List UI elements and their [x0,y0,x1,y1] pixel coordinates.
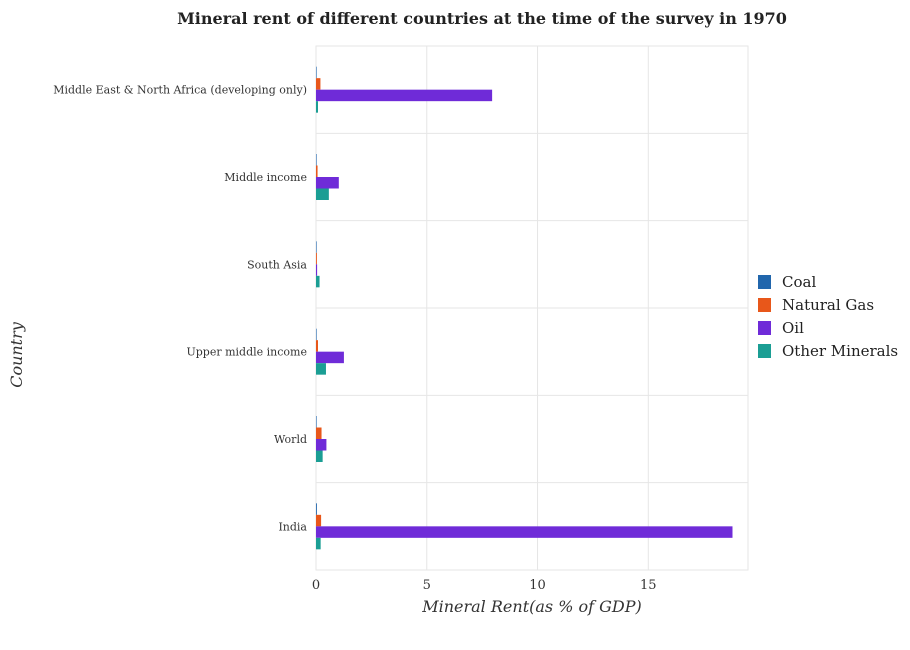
y-tick-label: Upper middle income [186,346,307,359]
x-tick-label: 10 [529,578,546,593]
y-tick-label: Middle East & North Africa (developing o… [53,84,307,97]
legend-swatch [758,321,771,335]
legend-label: Coal [782,273,816,291]
bar-coal [316,416,317,428]
bar-coal [316,328,317,341]
x-tick-label: 5 [423,578,431,593]
x-axis-label: Mineral Rent(as % of GDP) [421,597,642,616]
grid-layer [315,45,749,571]
y-tick-label: World [274,433,307,446]
bar-natural-gas [316,78,321,90]
legend-swatch [758,298,771,312]
y-axis-label: Country [7,321,26,388]
bar-natural-gas [316,514,322,527]
bar-natural-gas [316,427,322,439]
x-tick-label: 0 [312,578,320,593]
bar-coal [316,241,317,253]
bar-oil [316,177,339,189]
bar-natural-gas [316,340,318,352]
y-tick-label: South Asia [247,258,307,271]
bar-other-minerals [316,275,320,288]
legend-swatch [758,275,771,289]
y-tick-labels: Middle East & North Africa (developing o… [53,84,307,534]
legend-label: Other Minerals [782,342,898,360]
bar-oil [316,526,733,538]
x-tick-labels: 0 5 10 15 [312,578,657,593]
legend: Coal Natural Gas Oil Other Minerals [758,273,898,360]
legend-swatch [758,344,771,358]
y-tick-label: India [278,520,307,533]
bar-coal [316,154,317,166]
bar-coal [316,503,317,515]
x-tick-label: 15 [640,578,657,593]
bar-natural-gas [316,165,318,177]
bar-other-minerals [316,537,321,550]
chart-title: Mineral rent of different countries at t… [177,9,787,28]
legend-label: Oil [782,319,804,337]
y-tick-label: Middle income [224,171,307,184]
bar-oil [316,351,344,364]
bar-oil [316,89,493,102]
legend-label: Natural Gas [782,296,874,314]
bars-layer [316,66,733,550]
bar-other-minerals [316,363,326,375]
bar-other-minerals [316,188,329,200]
bar-natural-gas [316,252,317,265]
bar-other-minerals [316,101,318,113]
bar-oil [316,439,327,451]
bar-other-minerals [316,450,323,462]
bar-oil [316,264,318,276]
bar-coal [316,66,317,79]
